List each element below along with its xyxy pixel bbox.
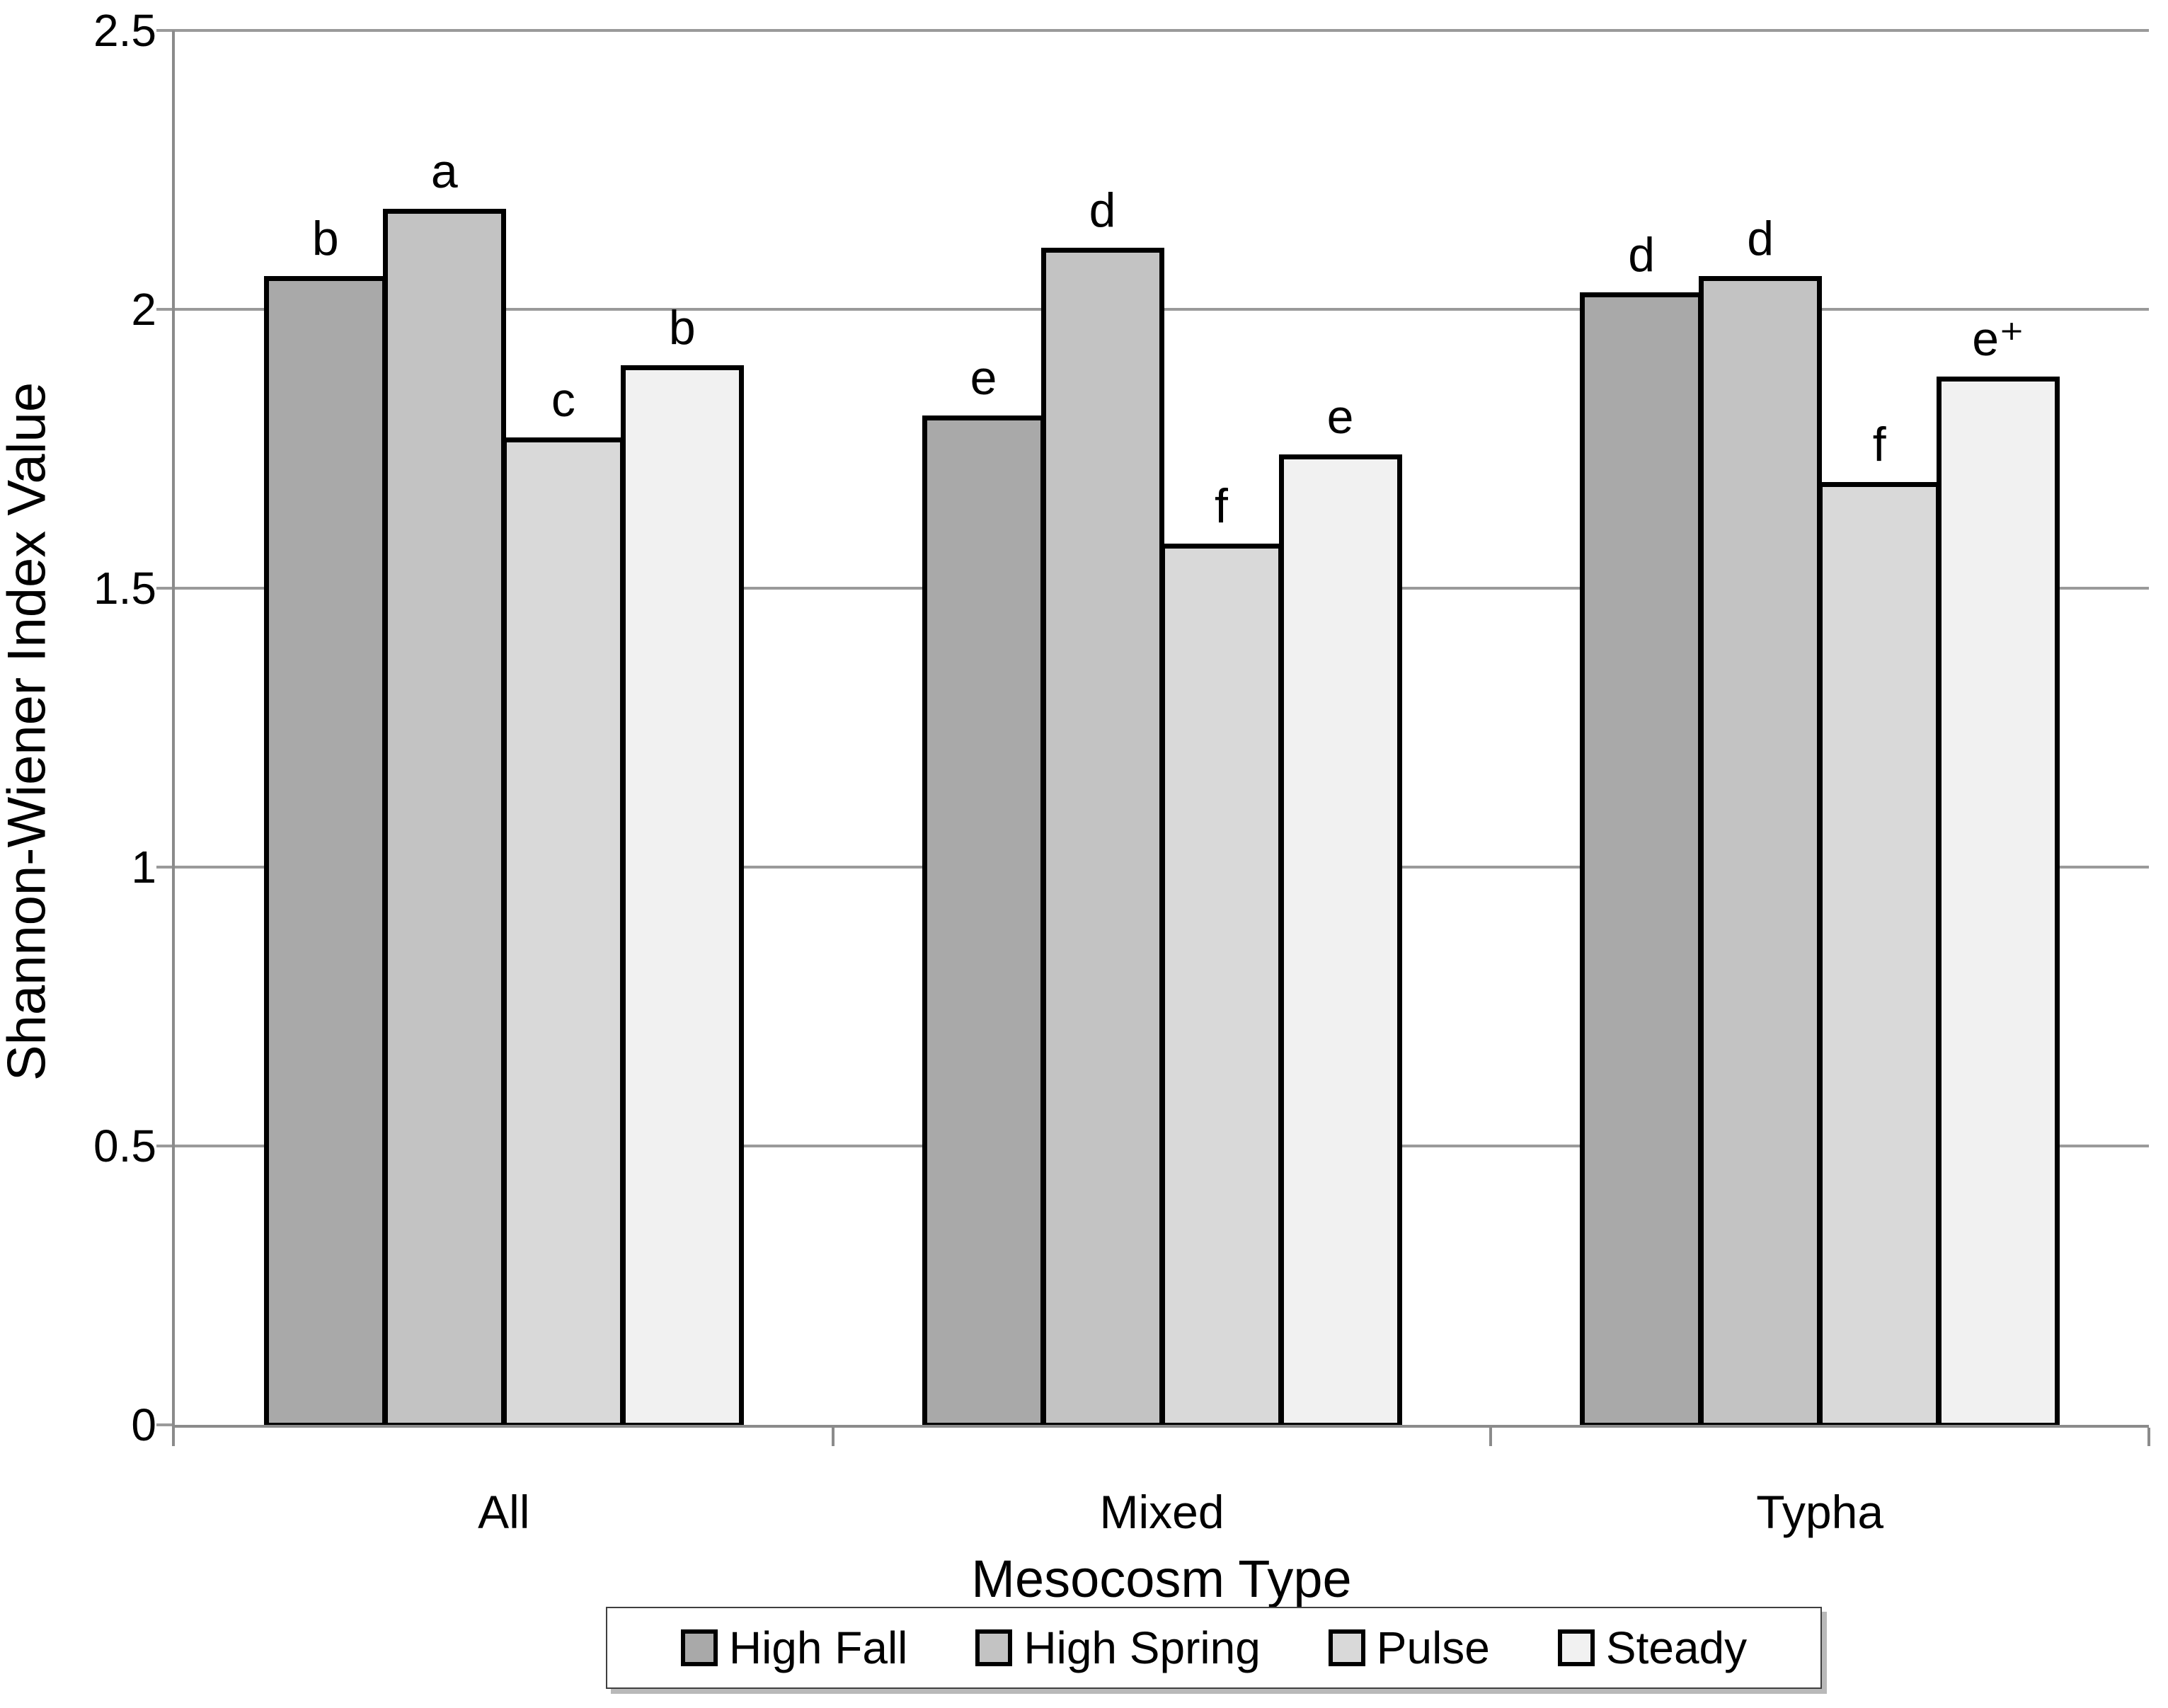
legend: High Fall High Spring Pulse Steady <box>606 1607 1822 1689</box>
legend-label: Steady <box>1605 1622 1748 1673</box>
y-axis-title: Shannon-Wiener Index Value <box>0 382 57 1082</box>
gridline-2.5 <box>175 29 2149 32</box>
category-label-all: All <box>478 1486 530 1538</box>
y-tick-label: 1.5 <box>93 563 156 614</box>
bar-high-fall-mixed <box>922 415 1045 1428</box>
sig-label: a <box>430 144 458 199</box>
plot-area: 0 0.5 1 1.5 2 2.5 b a c b e d f e d d f e⁺ <box>93 5 2150 1450</box>
y-tick-1.5 <box>156 587 175 590</box>
y-tick-label: 1 <box>131 842 156 893</box>
legend-item-pulse: Pulse <box>1328 1622 1490 1674</box>
bar-high-fall-all <box>263 275 387 1428</box>
sig-label: f <box>1215 478 1228 533</box>
x-axis-boundary-tick <box>2147 1428 2150 1446</box>
category-label-mixed: Mixed <box>1099 1486 1224 1538</box>
sig-label: f <box>1872 418 1886 472</box>
x-axis-boundary-tick <box>1489 1428 1493 1446</box>
bar-pulse-all <box>501 437 625 1428</box>
sig-label: e <box>1326 389 1354 444</box>
legend-label: High Spring <box>1023 1622 1261 1673</box>
sig-label: d <box>1747 211 1774 265</box>
bar-pulse-mixed <box>1159 543 1283 1428</box>
sig-label: e <box>970 350 997 405</box>
bar-high-spring-mixed <box>1040 248 1164 1428</box>
sig-label: d <box>1628 228 1656 282</box>
y-tick-label: 0 <box>131 1399 156 1450</box>
y-axis-line <box>172 30 175 1446</box>
legend-label: Pulse <box>1376 1622 1490 1673</box>
x-axis-title: Mesocosm Type <box>971 1549 1352 1608</box>
y-tick-label: 2.5 <box>93 5 156 56</box>
legend-swatch-icon <box>680 1629 718 1666</box>
bar-pulse-typha <box>1818 482 1942 1428</box>
sig-label: d <box>1089 183 1116 238</box>
sig-label: b <box>668 300 696 355</box>
legend-item-steady: Steady <box>1557 1622 1748 1674</box>
legend-swatch-icon <box>1557 1629 1595 1666</box>
y-tick-0.5 <box>156 1145 175 1147</box>
y-tick-0 <box>156 1423 175 1426</box>
y-tick-2.5 <box>156 29 175 32</box>
bar-high-spring-typha <box>1699 275 1823 1428</box>
legend-item-high-fall: High Fall <box>680 1622 908 1674</box>
legend-label: High Fall <box>728 1622 908 1673</box>
bar-high-fall-typha <box>1580 292 1704 1428</box>
bar-steady-mixed <box>1278 454 1402 1428</box>
sig-label: c <box>551 373 575 428</box>
legend-swatch-icon <box>1328 1629 1365 1666</box>
y-tick-label: 2 <box>131 284 156 335</box>
legend-item-high-spring: High Spring <box>975 1622 1261 1674</box>
sig-label: b <box>311 211 339 265</box>
x-axis-line <box>175 1425 2149 1428</box>
legend-swatch-icon <box>975 1629 1013 1666</box>
bar-high-spring-all <box>382 209 506 1428</box>
y-tick-2 <box>156 308 175 311</box>
category-label-typha: Typha <box>1756 1486 1884 1538</box>
y-tick-label: 0.5 <box>93 1120 156 1171</box>
sig-label: e⁺ <box>1972 311 2025 366</box>
x-axis-boundary-tick <box>831 1428 834 1446</box>
bar-steady-all <box>620 365 744 1428</box>
y-tick-1 <box>156 866 175 869</box>
bar-steady-typha <box>1937 376 2060 1428</box>
